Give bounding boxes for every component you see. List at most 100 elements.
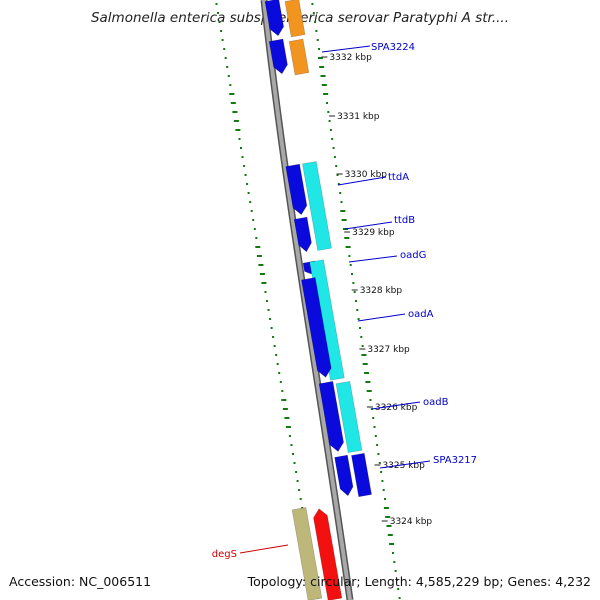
gene-label-oadg: oadG (400, 250, 426, 261)
gc-tick (229, 93, 235, 95)
gc-tick (230, 102, 236, 104)
gene-labels: SPA3224 ttdA ttdB oadG oadA oadB SPA3217 degS (212, 42, 477, 560)
gene-label-oadb: oadB (423, 397, 449, 408)
gc-tick (339, 192, 342, 194)
cds-forward (293, 216, 312, 253)
cds-features (264, 0, 372, 600)
gene-leader-line (371, 401, 421, 410)
accession-label: Accession: NC_006511 (9, 574, 151, 589)
gc-tick (327, 111, 330, 113)
gc-tick (290, 444, 293, 446)
cds-red (313, 508, 343, 600)
gc-tick (243, 165, 246, 167)
gc-tick (361, 345, 364, 347)
gc-tick (276, 363, 279, 365)
cds-tan (291, 507, 323, 600)
gc-tick (256, 255, 262, 257)
gc-tick (385, 516, 391, 518)
gc-tick (249, 201, 252, 203)
kbp-ticks: 3332 kbp 3331 kbp 3330 kbp 3329 kbp 3328 kbp… (321, 53, 432, 527)
gc-tick (361, 354, 367, 356)
gc-tick (369, 399, 372, 401)
gene-leader-line (344, 221, 393, 230)
gc-tick (335, 165, 338, 167)
gc-tick (282, 408, 288, 410)
cds-reverse (335, 380, 363, 454)
gc-tick (359, 327, 361, 329)
gc-tick (362, 363, 368, 365)
gc-tick (366, 390, 372, 392)
gc-tick (321, 84, 327, 86)
gc-tick (398, 597, 401, 599)
gene-label-ttdb: ttdB (394, 215, 415, 226)
gc-tick (355, 300, 357, 302)
gc-tick (356, 309, 359, 311)
gc-tick (311, 3, 314, 5)
gc-tick (261, 282, 267, 284)
gene-leader-line (321, 45, 371, 53)
gc-tick (292, 453, 294, 455)
gc-tick (238, 138, 241, 140)
cds-forward (318, 380, 344, 452)
gc-tick (316, 39, 319, 41)
gc-tick (387, 534, 393, 536)
gc-tick (345, 246, 351, 248)
gc-tick (389, 543, 395, 545)
gc-tick (384, 498, 386, 500)
gc-tick (348, 255, 351, 257)
kbp-tick-label: 3328 kbp (360, 286, 403, 296)
gc-tick (278, 372, 281, 374)
gc-tick (376, 444, 379, 446)
gc-tick (323, 93, 329, 95)
gc-tick (255, 246, 261, 248)
gc-tick (267, 309, 270, 311)
kbp-tick-label: 3331 kbp (337, 112, 380, 122)
gc-tick (395, 579, 398, 581)
gene-leader-line (357, 313, 406, 322)
cds-forward (334, 454, 354, 497)
gc-tick (381, 480, 384, 482)
gc-tick (340, 210, 346, 212)
gc-tick (372, 417, 375, 419)
kbp-tick-label: 3329 kbp (352, 228, 395, 238)
gc-tick (315, 30, 318, 32)
gc-tick (250, 210, 253, 212)
gc-tick (252, 219, 255, 221)
gc-tick (244, 174, 247, 176)
gc-tick (241, 156, 244, 158)
gc-tick (217, 12, 219, 14)
gc-tick (377, 453, 380, 455)
gene-label-spa3224: SPA3224 (371, 42, 415, 53)
gc-tick (298, 489, 301, 491)
kbp-tick-label: 3330 kbp (345, 170, 388, 180)
cds-forward (285, 163, 308, 216)
gene-leader-line (379, 460, 431, 469)
gene-label-oada: oadA (408, 309, 434, 320)
gc-tick (349, 264, 352, 266)
gc-tick (223, 48, 226, 50)
gc-tick (301, 507, 304, 509)
gc-tick (337, 183, 340, 185)
gc-tick (281, 390, 284, 392)
gc-tick (397, 588, 400, 590)
gc-tick (264, 291, 267, 293)
gc-tick (319, 66, 325, 68)
gc-tick (220, 30, 223, 32)
gc-tick (269, 318, 272, 320)
gc-tick (370, 408, 373, 410)
gc-tick (333, 156, 336, 158)
gc-tick (221, 39, 224, 41)
gc-tick (275, 354, 278, 356)
gc-tick (318, 48, 320, 50)
gc-tick (382, 489, 385, 491)
gc-tick (233, 120, 239, 122)
cds-reverse (302, 161, 332, 251)
gc-tick (296, 480, 299, 482)
gene-label-degs: degS (212, 549, 237, 560)
gene-leader-line (348, 255, 398, 263)
gc-tick (373, 426, 376, 428)
kbp-tick-label: 3326 kbp (375, 403, 418, 413)
gc-tick (344, 237, 350, 239)
gc-tick (253, 228, 256, 230)
